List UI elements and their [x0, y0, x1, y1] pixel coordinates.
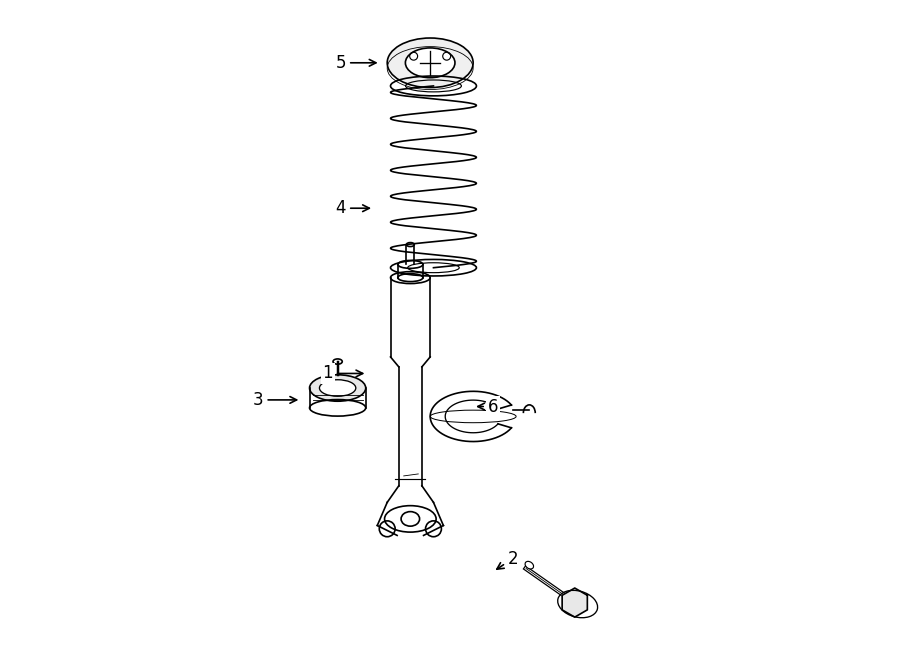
Ellipse shape [310, 375, 365, 401]
Ellipse shape [405, 48, 455, 77]
Text: 6: 6 [478, 397, 499, 416]
Ellipse shape [387, 38, 473, 87]
Ellipse shape [525, 561, 534, 569]
Text: 3: 3 [253, 391, 297, 409]
Text: 5: 5 [336, 54, 376, 72]
Text: 2: 2 [497, 549, 518, 569]
Ellipse shape [320, 379, 356, 396]
Text: 4: 4 [336, 199, 369, 217]
Polygon shape [562, 588, 588, 617]
Text: 1: 1 [322, 364, 363, 383]
